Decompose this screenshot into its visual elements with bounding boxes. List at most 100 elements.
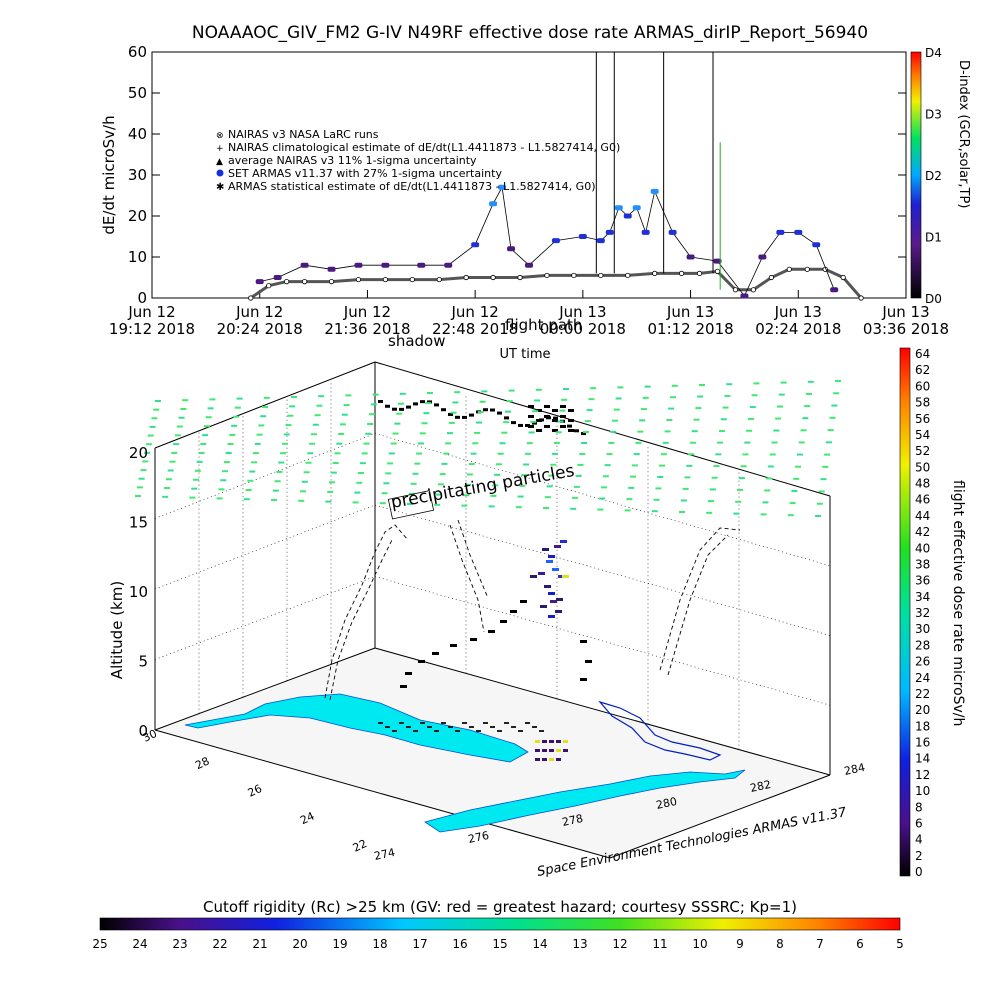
grid-point xyxy=(465,483,472,486)
grid-point xyxy=(602,475,609,478)
armas-point xyxy=(650,188,659,194)
cutoff-rigidity-grid-points xyxy=(135,380,841,517)
grid-point xyxy=(280,452,287,455)
x-tick-label-time: 19:12 2018 xyxy=(109,320,195,338)
x-tick-label-time: 03:36 2018 xyxy=(863,320,949,338)
flight-dose-point xyxy=(548,615,555,618)
grid-point xyxy=(780,381,787,384)
x-tick-label-date: Jun 13 xyxy=(881,303,929,321)
altitude-tick-label: 10 xyxy=(129,583,148,601)
grid-point xyxy=(711,476,718,479)
grid-point xyxy=(370,403,377,406)
grid-point xyxy=(481,390,488,393)
grid-point xyxy=(550,463,557,466)
grid-point xyxy=(815,515,821,517)
rc-tick-label: 23 xyxy=(172,937,187,951)
ground-track-point xyxy=(483,722,488,724)
grid-point xyxy=(189,496,196,499)
dose-tick-label: 14 xyxy=(915,752,930,766)
y-tick-label: 30 xyxy=(128,166,147,184)
grid-point xyxy=(517,495,524,498)
grid-point xyxy=(793,477,800,480)
grid-point xyxy=(225,452,232,455)
dose-tick-label: 0 xyxy=(915,865,923,879)
grid-point xyxy=(766,477,773,480)
grid-point xyxy=(285,424,292,427)
grid-point xyxy=(446,432,453,435)
shadow-track-point xyxy=(518,423,523,427)
rc-tick-label: 10 xyxy=(692,937,707,951)
flight-dose-point xyxy=(450,644,457,647)
cutoff-rigidity-ticks: 25 24 23 22 21 20 19 18 17 16 15 14 13 12 11 10 9 8 7 6 5 xyxy=(92,937,903,951)
grid-point xyxy=(805,392,812,395)
grid-point xyxy=(604,464,611,467)
shadow-track-point xyxy=(536,419,542,422)
grid-point xyxy=(379,502,386,505)
grid-point xyxy=(278,461,285,464)
grid-point xyxy=(744,441,751,444)
grid-point xyxy=(231,424,238,427)
armas-point xyxy=(758,254,767,260)
dose-tick-label: 40 xyxy=(915,541,930,555)
top-series-layer xyxy=(248,52,864,301)
grid-point xyxy=(354,491,361,494)
shadow-track-point xyxy=(568,419,574,422)
armas-point xyxy=(578,234,587,239)
grid-point xyxy=(795,465,802,468)
grid-point xyxy=(232,415,239,418)
grid-point xyxy=(767,465,774,468)
rc-tick-label: 19 xyxy=(332,937,347,951)
grid-point xyxy=(724,394,731,397)
grid-point xyxy=(445,442,452,445)
grid-point xyxy=(256,433,263,436)
grid-point xyxy=(461,504,468,507)
armas-point xyxy=(794,229,803,235)
armas-point xyxy=(596,238,605,244)
d-index-label: D-index (GCR,solar,TP) xyxy=(956,60,971,208)
ground-track-point xyxy=(406,726,411,728)
grid-point xyxy=(791,489,798,492)
longitude-tick-label: 282 xyxy=(749,778,772,795)
flight-dose-point xyxy=(405,672,412,675)
grid-point xyxy=(414,462,421,465)
grid-point xyxy=(336,442,343,445)
shadow-track-point xyxy=(528,415,534,418)
grid-point xyxy=(584,420,591,423)
grid-point xyxy=(693,418,700,421)
ground-track-point xyxy=(563,749,568,752)
armas-point xyxy=(489,201,498,207)
flight-dose-point xyxy=(530,575,537,578)
grid-point xyxy=(544,496,551,499)
grid-point xyxy=(419,432,426,435)
grid-point xyxy=(252,452,259,455)
grid-point xyxy=(338,433,345,436)
legend-entry-nairas: NAIRAS v3 NASA LaRC runs xyxy=(228,128,379,141)
armas-point xyxy=(507,246,516,252)
grid-point xyxy=(822,465,829,468)
grid-point xyxy=(274,480,281,483)
dose-tick-label: 58 xyxy=(915,396,930,410)
grid-point xyxy=(499,442,506,445)
shadow-track-point xyxy=(462,415,467,419)
flight-dose-point xyxy=(432,652,439,655)
grid-point xyxy=(198,451,205,454)
grid-point xyxy=(281,442,288,445)
grid-point xyxy=(506,400,513,403)
legend-entry-statistical: ARMAS statistical estimate of dE/dt(L1.4… xyxy=(228,180,595,193)
grid-point xyxy=(713,465,720,468)
nairas-point xyxy=(284,278,290,285)
armas-point xyxy=(255,279,264,285)
armas-point xyxy=(525,262,533,268)
grid-point xyxy=(523,463,530,466)
armas-point xyxy=(623,213,632,219)
armas-point xyxy=(381,262,390,268)
armas-point xyxy=(417,262,426,268)
rc-tick-label: 21 xyxy=(252,937,267,951)
flight-dose-point xyxy=(552,568,559,571)
grid-point xyxy=(778,393,785,396)
grid-point xyxy=(669,396,676,399)
grid-point xyxy=(581,442,588,445)
altitude-axis-label: Altitude (km) xyxy=(108,581,126,679)
x-tick-label-time: 00:00 2018 xyxy=(540,320,626,338)
latitude-tick-label: 24 xyxy=(298,810,316,828)
